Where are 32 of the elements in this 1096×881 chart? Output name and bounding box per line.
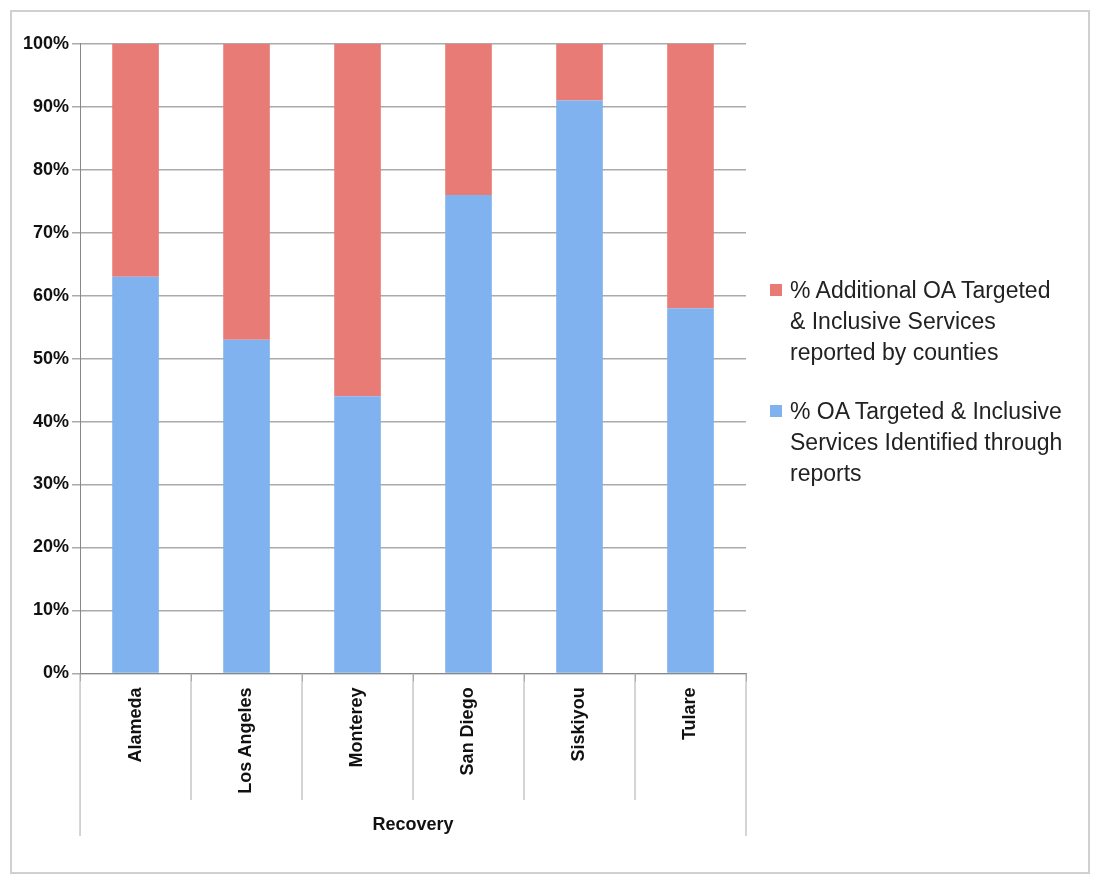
bar [334,396,381,673]
y-tick-label: 40% [33,410,70,431]
y-tick-label: 80% [33,158,70,179]
bar [223,43,270,340]
bar [667,43,714,309]
bar [556,43,603,101]
x-tick-label: Monterey [346,687,367,768]
x-tick-label: Alameda [124,686,145,763]
y-tick-label: 60% [33,284,70,305]
bar [112,43,159,277]
bar [223,339,270,673]
x-axis-title: Recovery [372,814,454,835]
y-tick-label: 90% [33,95,70,116]
x-tick-label: Los Angeles [235,687,256,794]
y-tick-label: 70% [33,221,70,242]
bar [445,43,492,195]
x-tick-label: San Diego [457,687,478,776]
bar [334,43,381,397]
y-tick-label: 20% [33,536,70,557]
bar [556,100,603,673]
y-tick-label: 50% [33,347,70,368]
bar [112,276,159,673]
legend-label: % Additional OA Targeted & Inclusive Services reported by counties [790,276,1052,368]
y-tick-label: 100% [22,32,70,53]
y-tick-label: 0% [43,662,70,683]
bar [667,308,714,673]
y-tick-label: 30% [33,473,70,494]
bar [445,194,492,673]
y-tick-label: 10% [33,599,70,620]
x-tick-label: Siskiyou [568,687,589,762]
x-tick-label: Tulare [679,687,700,741]
legend-label: % OA Targeted & Inclusive Services Identified through reports [790,397,1064,489]
